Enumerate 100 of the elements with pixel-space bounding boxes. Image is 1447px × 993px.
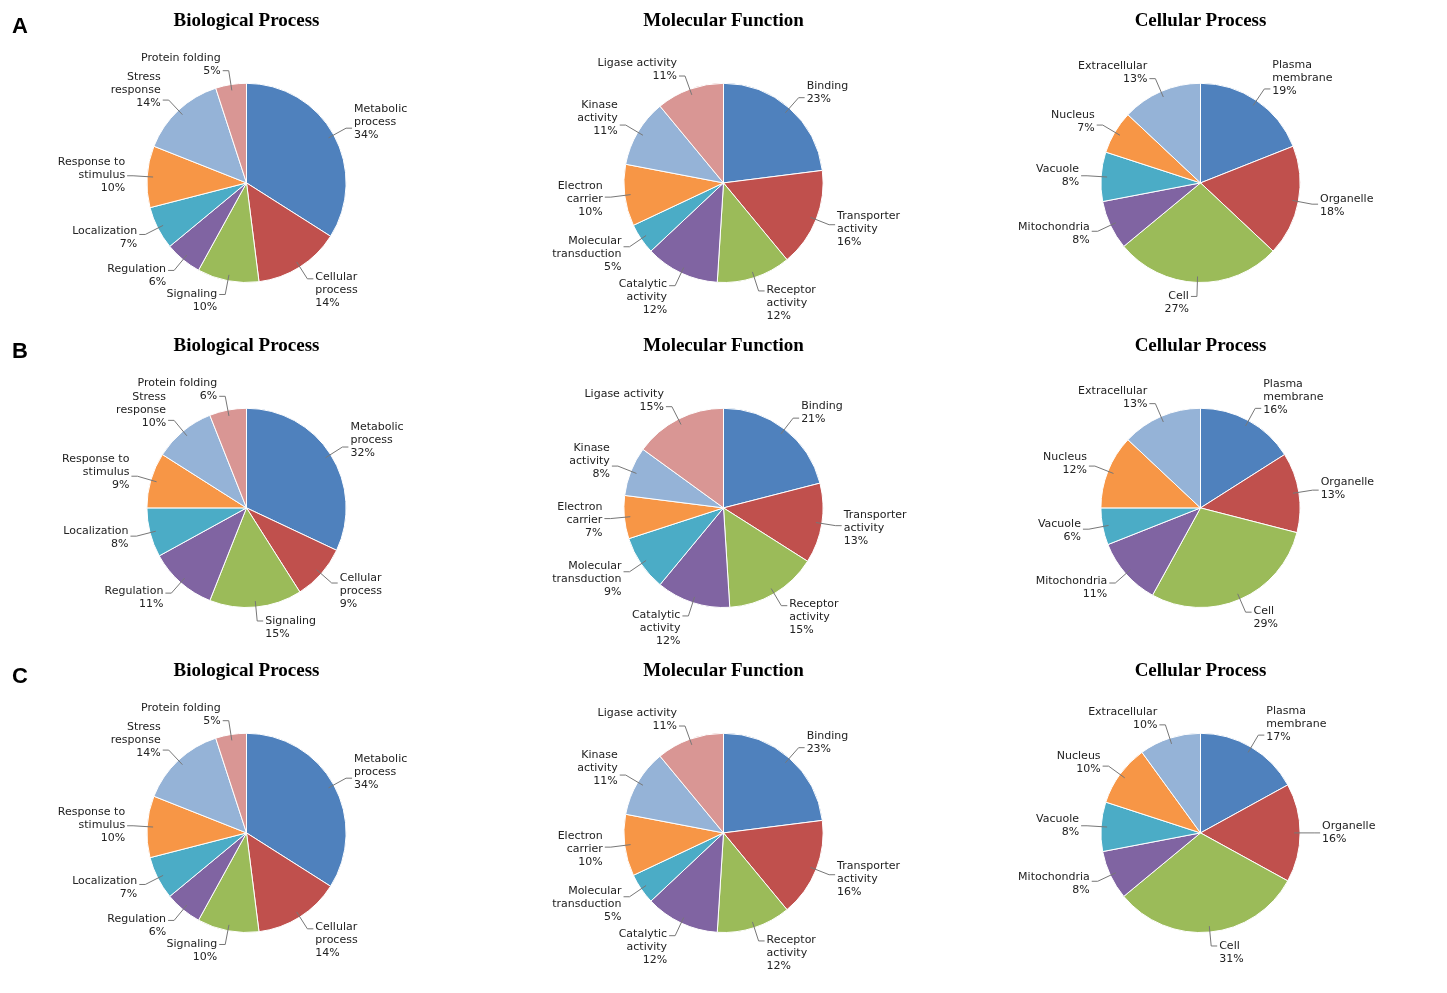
slice-label: Protein folding — [137, 376, 218, 390]
data-label: 7% — [584, 525, 603, 539]
data-label: 14% — [136, 746, 161, 760]
data-label: 14% — [315, 945, 340, 959]
slice-label: Stress response — [110, 720, 161, 747]
slice-label: Response to stimulus — [62, 452, 130, 479]
data-label: 29% — [1253, 617, 1279, 631]
slice-label: Catalytic activity — [618, 277, 668, 304]
slice-label: Receptor activity — [766, 933, 817, 960]
slice-label: Regulation — [107, 261, 167, 275]
data-label: 10% — [578, 204, 603, 218]
data-label: 6% — [148, 924, 167, 938]
slice-label: Localization — [63, 524, 129, 538]
data-label: 23% — [806, 92, 832, 106]
data-label: 10% — [578, 854, 603, 868]
slice-label: Transporter activity — [836, 859, 901, 886]
slice-label: Binding — [801, 399, 843, 413]
slice-label: Kinase activity — [577, 748, 619, 775]
data-label: 11% — [593, 774, 618, 788]
data-label: 10% — [1132, 718, 1158, 732]
slice-label: Extracellular — [1088, 705, 1158, 719]
slice-label: Extracellular — [1078, 384, 1148, 398]
chart-title: Molecular Function — [643, 9, 805, 31]
data-label: 11% — [652, 69, 678, 83]
data-label: 8% — [1061, 174, 1080, 188]
slice-label: Transporter activity — [836, 209, 901, 236]
data-label: 11% — [652, 719, 678, 733]
slice-label: Nucleus — [1056, 748, 1101, 762]
slice-label: Signaling — [166, 937, 218, 951]
slice-label: Localization — [72, 873, 138, 887]
slice-label: Organelle — [1322, 819, 1376, 833]
slice-label: Plasma membrane — [1272, 58, 1333, 85]
slice-label: Cellular process — [315, 269, 358, 296]
text: A — [12, 13, 28, 39]
chart-title: Biological Process — [173, 334, 320, 356]
slice-label: Binding — [806, 79, 849, 93]
data-label: 19% — [1272, 84, 1297, 98]
data-label: 31% — [1219, 951, 1244, 965]
data-label: 10% — [192, 300, 218, 314]
data-label: 6% — [148, 274, 167, 288]
slice-label: Plasma membrane — [1266, 703, 1327, 730]
data-label: 12% — [655, 634, 681, 648]
data-label: 8% — [592, 467, 610, 481]
data-label: 15% — [265, 626, 290, 640]
slice-label: Vacuole — [1036, 161, 1080, 175]
data-label: 16% — [1263, 402, 1288, 416]
slice-label: Transporter activity — [842, 507, 908, 534]
data-label: 21% — [801, 412, 826, 426]
data-label: 12% — [766, 959, 792, 973]
data-label: 9% — [339, 597, 358, 611]
data-label: 34% — [354, 777, 379, 791]
slice-label: Catalytic activity — [618, 927, 668, 954]
slice-label: Organelle — [1320, 475, 1375, 489]
slice-label: Protein folding — [141, 700, 221, 714]
data-label: 10% — [192, 950, 218, 964]
chart-title: Molecular Function — [643, 334, 805, 356]
slice-label: Metabolic process — [354, 101, 408, 128]
data-label: 16% — [837, 885, 862, 899]
slice-label: Localization — [72, 223, 138, 237]
slice-label: Mitochondria — [1035, 573, 1108, 587]
data-label: 14% — [315, 295, 340, 309]
slice-label: Mitochondria — [1018, 220, 1090, 234]
slice-label: Stress response — [110, 70, 161, 97]
data-label: 14% — [136, 96, 161, 110]
slice-label: Receptor activity — [789, 596, 840, 623]
data-label: 16% — [837, 235, 862, 249]
data-label: 10% — [1076, 761, 1101, 775]
slice-label: Binding — [806, 729, 849, 743]
slice-label: Molecular transduction — [552, 883, 623, 910]
data-label: 12% — [766, 309, 792, 323]
slice-label: Protein folding — [141, 50, 221, 64]
slice-label: Stress response — [116, 390, 167, 417]
data-label: 12% — [642, 303, 668, 317]
slice-label: Cellular process — [339, 571, 383, 598]
data-label: 11% — [593, 124, 618, 138]
data-label: 9% — [111, 478, 130, 492]
data-label: 6% — [199, 389, 218, 403]
data-label: 7% — [1077, 121, 1095, 135]
data-label: 27% — [1164, 302, 1189, 316]
data-label: 5% — [203, 713, 221, 727]
slice-label: Kinase activity — [569, 441, 611, 468]
chart-title: Cellular Process — [1134, 334, 1267, 356]
slice-label: Molecular transduction — [552, 233, 623, 260]
slice-label: Electron carrier — [557, 499, 603, 526]
data-label: 8% — [1061, 824, 1080, 838]
data-label: 34% — [354, 127, 379, 141]
text: B — [12, 338, 28, 364]
slice-label: Cell — [1219, 938, 1240, 952]
slice-label: Cellular process — [315, 919, 358, 946]
slice-label: Vacuole — [1036, 811, 1080, 825]
slice-label: Catalytic activity — [631, 608, 681, 635]
chart-title: Cellular Process — [1134, 9, 1267, 31]
slice-label: Ligase activity — [597, 56, 678, 70]
data-label: 15% — [639, 400, 664, 414]
data-label: 15% — [789, 622, 814, 636]
data-label: 13% — [1122, 72, 1148, 86]
data-label: 9% — [604, 584, 622, 598]
slice-label: Receptor activity — [766, 283, 817, 310]
slice-label: Kinase activity — [577, 98, 619, 125]
slice-label: Plasma membrane — [1263, 376, 1324, 403]
